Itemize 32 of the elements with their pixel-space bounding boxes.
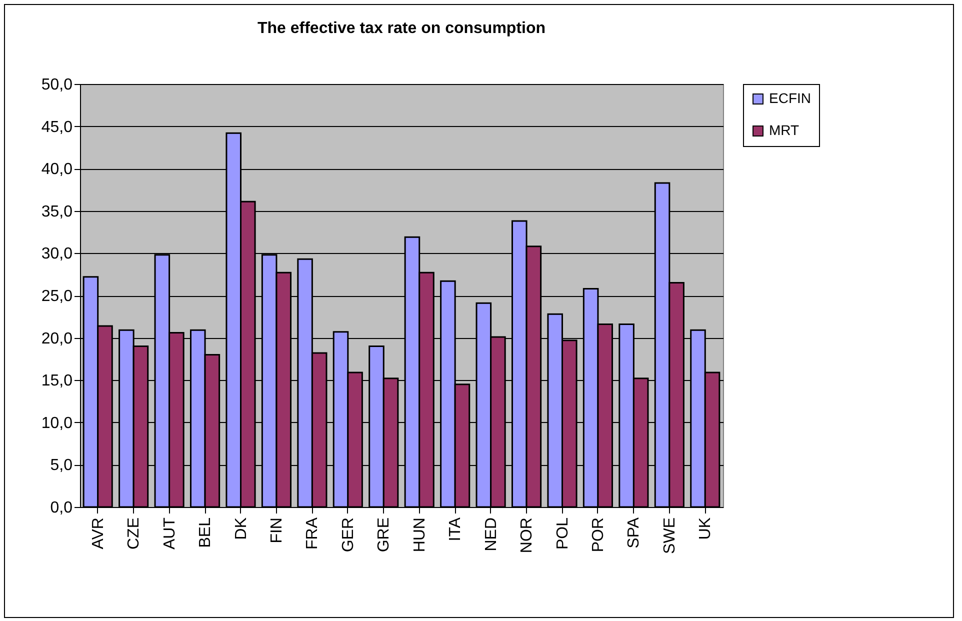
y-tick-label: 45,0	[41, 118, 73, 136]
x-tick-label: AVR	[90, 518, 107, 550]
x-tick-label: FIN	[268, 518, 286, 544]
y-tick-label: 5,0	[50, 457, 73, 474]
y-tick-label: 50,0	[41, 76, 73, 94]
y-tick-label: 40,0	[41, 161, 73, 178]
x-tick-label: BEL	[197, 517, 214, 548]
x-tick-label: UK	[697, 517, 714, 540]
x-tick-label: NED	[482, 518, 500, 552]
x-tick-label: GER	[340, 518, 357, 552]
x-tick-label: AUT	[161, 517, 178, 550]
chart-title: The effective tax rate on consumption	[257, 20, 546, 37]
x-tick-label: DK	[232, 517, 250, 540]
y-tick-label: 10,0	[41, 414, 73, 432]
y-tick-label: 15,0	[41, 372, 73, 390]
x-tick-label: GRE	[376, 518, 393, 552]
y-tick-label: 25,0	[41, 288, 73, 305]
y-tick-label: 30,0	[41, 246, 73, 263]
x-tick-label: POR	[590, 518, 607, 552]
x-tick-label: POL	[554, 517, 572, 550]
y-tick-label: 0,0	[50, 500, 73, 516]
x-tick-label: ITA	[447, 517, 464, 542]
x-tick-label: SPA	[626, 517, 643, 548]
legend-label: ECFIN	[769, 90, 811, 106]
x-tick-label: CZE	[126, 518, 143, 550]
y-tick-label: 35,0	[41, 203, 73, 220]
y-tick-label: 20,0	[41, 330, 73, 348]
x-tick-label: FRA	[304, 517, 322, 550]
x-tick-label: NOR	[518, 518, 536, 554]
x-tick-label: SWE	[661, 518, 678, 554]
legend-label: MRT	[769, 122, 800, 138]
x-tick-label: HUN	[411, 518, 428, 552]
